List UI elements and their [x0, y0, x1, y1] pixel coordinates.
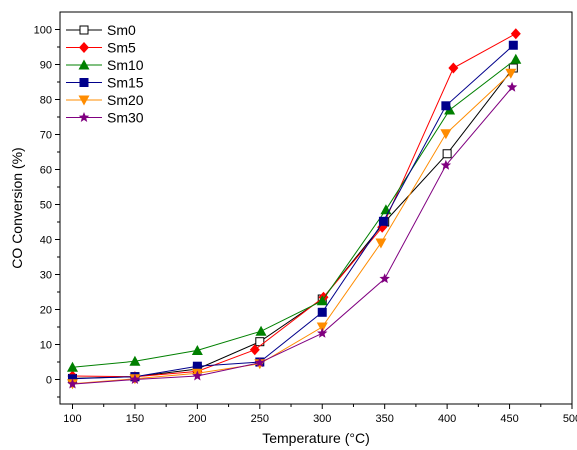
y-tick-label: 40	[40, 235, 52, 247]
x-tick-label: 150	[126, 413, 144, 425]
x-axis-title: Temperature (°C)	[262, 430, 370, 446]
legend-marker-sm5	[79, 42, 89, 53]
y-tick-label: 60	[40, 165, 52, 177]
y-axis: 0 10 20 30 40 50 60 70 80 90 100	[34, 25, 60, 398]
series-line-sm30	[72, 86, 513, 385]
legend-marker-sm20	[78, 95, 90, 106]
series-line-sm15	[72, 44, 514, 380]
legend-marker-sm15	[79, 78, 89, 87]
y-tick-label: 10	[40, 340, 52, 352]
data-point-sm30	[192, 370, 203, 381]
legend-item-sm15: Sm15	[66, 75, 144, 91]
data-point-sm20	[375, 238, 387, 249]
x-tick-label: 350	[376, 413, 394, 425]
data-point-sm5	[510, 28, 521, 40]
y-tick-label: 80	[40, 95, 52, 107]
data-point-sm10	[191, 344, 203, 355]
data-point-sm20	[440, 129, 452, 140]
x-tick-label: 200	[188, 413, 206, 425]
legend-item-sm0: Sm0	[66, 22, 136, 38]
series-line-sm10	[72, 58, 517, 368]
legend-label: Sm20	[107, 92, 144, 108]
legend-marker-sm30	[78, 112, 90, 122]
legend-label: Sm15	[107, 75, 144, 91]
y-tick-label: 70	[40, 130, 52, 142]
y-axis-title: CO Conversion (%)	[9, 147, 25, 268]
legend-label: Sm10	[107, 57, 144, 73]
data-point-sm0	[442, 149, 452, 159]
data-point-sm30	[67, 378, 78, 389]
y-tick-label: 20	[40, 305, 52, 317]
series-line-sm20	[72, 72, 512, 385]
data-point-sm10	[129, 355, 141, 366]
series-sm30	[67, 81, 518, 389]
plot-frame	[59, 11, 573, 405]
x-tick-label: 300	[313, 413, 331, 425]
data-point-sm30	[379, 273, 390, 284]
data-point-sm10	[66, 361, 78, 372]
data-point-sm15	[441, 101, 451, 111]
y-tick-label: 0	[46, 375, 52, 387]
data-point-sm30	[254, 357, 266, 368]
x-tick-label: 400	[438, 413, 456, 425]
data-point-sm30	[506, 81, 518, 92]
data-point-sm5	[448, 62, 459, 74]
y-tick-label: 30	[40, 270, 52, 282]
series-sm10	[66, 53, 522, 372]
data-point-sm15	[317, 307, 327, 317]
legend-item-sm30: Sm30	[66, 110, 144, 126]
series-layer	[66, 28, 522, 390]
data-point-sm10	[255, 325, 267, 336]
data-point-sm30	[440, 159, 452, 170]
y-tick-label: 90	[40, 60, 52, 72]
data-point-sm5	[249, 344, 260, 356]
data-point-sm10	[316, 295, 328, 306]
series-line-sm5	[72, 33, 517, 378]
legend-item-sm20: Sm20	[66, 92, 144, 108]
y-tick-label: 100	[34, 25, 52, 37]
data-point-sm30	[129, 374, 141, 384]
legend-item-sm5: Sm5	[66, 40, 136, 56]
x-tick-label: 100	[63, 413, 81, 425]
data-point-sm0	[255, 337, 265, 347]
x-tick-label: 250	[251, 413, 269, 425]
data-point-sm20	[505, 68, 517, 79]
x-axis: 100 150 200 250 300 350 400 450 500	[63, 404, 577, 425]
legend-marker-sm0	[79, 25, 89, 35]
legend-label: Sm30	[107, 110, 144, 126]
legend-label: Sm0	[107, 22, 136, 38]
data-point-sm10	[510, 53, 522, 64]
legend-item-sm10: Sm10	[66, 57, 144, 73]
data-point-sm15	[378, 216, 388, 226]
x-tick-label: 450	[500, 413, 518, 425]
y-tick-label: 50	[40, 200, 52, 212]
legend-label: Sm5	[107, 40, 136, 56]
data-point-sm30	[317, 327, 328, 338]
x-tick-label: 500	[563, 413, 577, 425]
data-point-sm20	[316, 322, 328, 333]
data-point-sm15	[508, 40, 518, 50]
legend-marker-sm10	[78, 59, 90, 70]
